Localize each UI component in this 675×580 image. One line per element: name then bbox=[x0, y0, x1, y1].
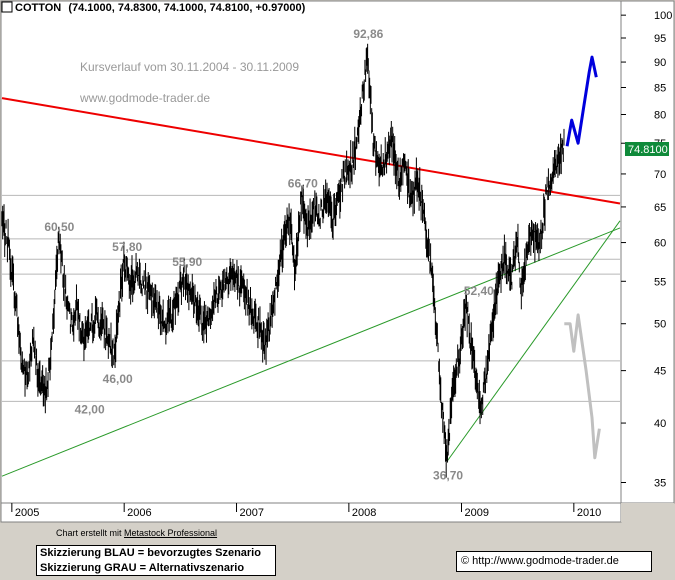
chart-title: Kursverlauf vom 30.11.2004 - 30.11.2009 bbox=[80, 60, 299, 74]
scenario-blue-preferred bbox=[565, 55, 598, 147]
scenario-legend: Skizzierung BLAU = bevorzugtes Szenario … bbox=[36, 545, 276, 576]
price-label: 36,70 bbox=[433, 468, 463, 482]
legend-grey: Skizzierung GRAU = Alternativszenario bbox=[40, 562, 245, 574]
y-tick-label: 60 bbox=[654, 238, 666, 250]
y-tick-label: 40 bbox=[654, 418, 666, 430]
y-tick-label: 100 bbox=[654, 10, 672, 22]
last-price-badge bbox=[625, 142, 669, 156]
price-label: 55,90 bbox=[172, 255, 202, 269]
y-tick-label: 50 bbox=[654, 319, 666, 331]
axis-corner bbox=[621, 503, 674, 522]
price-label: 60,50 bbox=[44, 220, 74, 234]
price-label: 46,00 bbox=[103, 372, 133, 386]
y-tick-label: 35 bbox=[654, 478, 666, 490]
ohlc-readout: (74.1000, 74.8300, 74.1000, 74.8100, +0.… bbox=[68, 2, 305, 14]
y-tick-label: 95 bbox=[654, 33, 666, 45]
last-price-label: 74.8100 bbox=[628, 144, 668, 156]
legend-blue: Skizzierung BLAU = bevorzugtes Szenario bbox=[40, 547, 261, 559]
y-tick-label: 45 bbox=[654, 366, 666, 378]
copyright-box[interactable]: © http://www.godmode-trader.de bbox=[456, 551, 652, 572]
price-chart: 92,86 66,70 60,50 57,80 55,90 46,00 42,00 52,40… bbox=[0, 0, 675, 523]
footer-credit: Chart erstellt mit Metastock Professiona… bbox=[56, 528, 217, 538]
x-tick-label: 2006 bbox=[127, 507, 151, 519]
symbol-name: COTTON bbox=[15, 2, 61, 14]
symbol-label: COTTON (74.1000, 74.8300, 74.1000, 74.81… bbox=[15, 2, 306, 14]
y-axis-panel bbox=[620, 0, 675, 504]
trendline-green-support-short bbox=[446, 220, 621, 462]
y-tick-label: 70 bbox=[654, 169, 666, 181]
price-label: 57,80 bbox=[112, 240, 142, 254]
y-tick-label: 80 bbox=[654, 109, 666, 121]
x-tick-label: 2008 bbox=[352, 507, 376, 519]
price-label: 52,40 bbox=[464, 284, 494, 298]
x-tick-label: 2005 bbox=[15, 507, 39, 519]
x-tick-label: 2010 bbox=[577, 507, 601, 519]
credit-prefix: Chart erstellt mit bbox=[56, 528, 125, 538]
y-tick-label: 55 bbox=[654, 276, 666, 288]
y-tick-label: 90 bbox=[654, 57, 666, 69]
chart-frame: 92,86 66,70 60,50 57,80 55,90 46,00 42,00 52,40… bbox=[0, 0, 675, 523]
x-tick-label: 2009 bbox=[464, 507, 488, 519]
price-label: 66,70 bbox=[288, 176, 318, 190]
x-tick-label: 2007 bbox=[240, 507, 264, 519]
scenario-grey-alternative bbox=[564, 313, 601, 460]
y-tick-label: 85 bbox=[654, 83, 666, 95]
x-axis-panel bbox=[0, 502, 622, 523]
price-label: 42,00 bbox=[75, 402, 105, 416]
chart-source: www.godmode-trader.de bbox=[79, 91, 210, 105]
y-tick-label: 65 bbox=[654, 202, 666, 214]
metastock-link[interactable]: Metastock Professional bbox=[124, 528, 218, 538]
price-label: 92,86 bbox=[353, 27, 383, 41]
trendline-red-resistance bbox=[1, 97, 621, 205]
trendline-green-support-long bbox=[1, 227, 621, 477]
window-menu-icon[interactable] bbox=[1, 1, 13, 13]
